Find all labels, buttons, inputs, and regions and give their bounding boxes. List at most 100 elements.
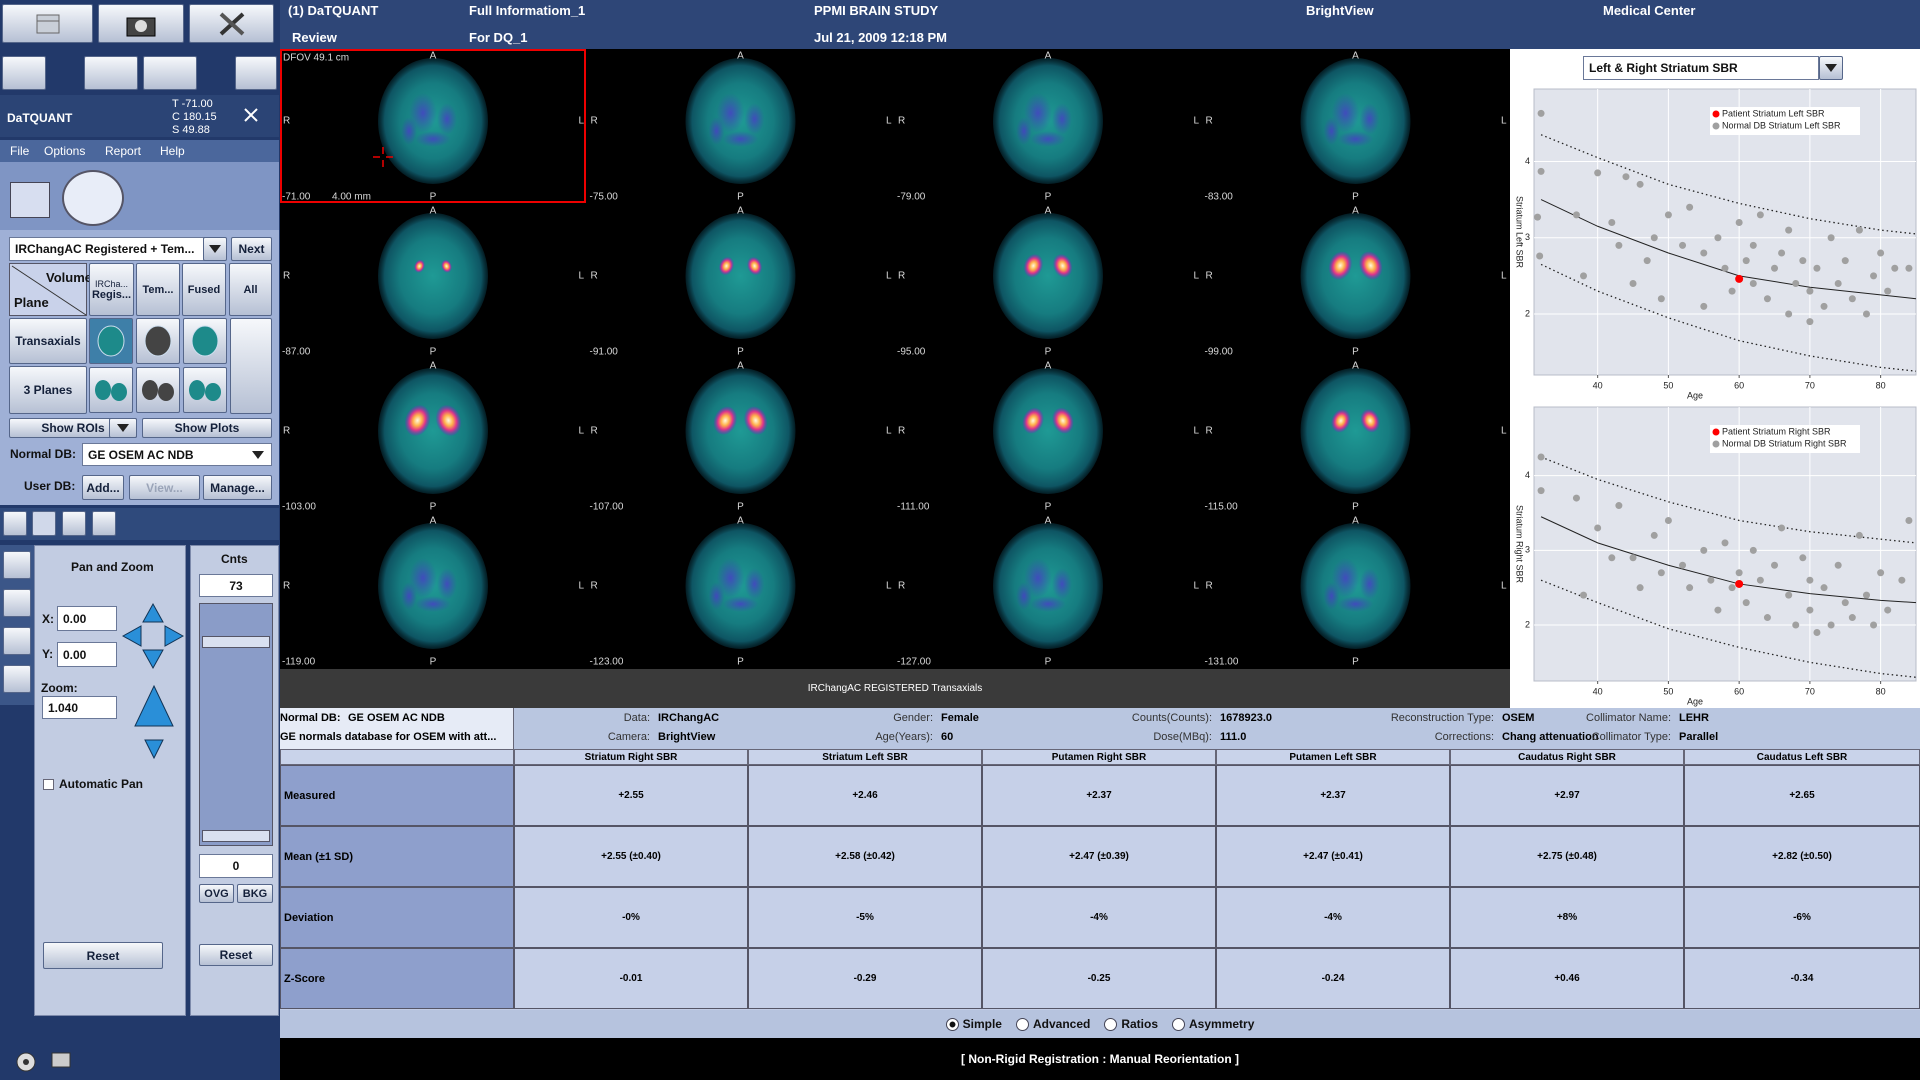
close-button[interactable] <box>244 108 258 122</box>
slice-position: -99.00 <box>1205 347 1234 358</box>
normal-point <box>1763 614 1771 622</box>
column-header[interactable]: Tem... <box>136 263 180 316</box>
toolbar-button[interactable] <box>2 4 93 43</box>
normal-db-select[interactable]: GE OSEM AC NDB <box>82 443 272 466</box>
normal-point <box>1806 287 1814 295</box>
y-field[interactable]: 0.00 <box>57 642 117 667</box>
zoom-field[interactable]: 1.040 <box>42 696 117 719</box>
layout-thumb[interactable] <box>183 318 227 364</box>
layout-thumb[interactable] <box>89 318 133 364</box>
show-plots-button[interactable]: Show Plots <box>142 418 272 438</box>
x-tick-label: 60 <box>1734 380 1744 390</box>
row-header[interactable]: Transaxials <box>9 318 87 364</box>
normal-point <box>1806 318 1814 326</box>
menu-item[interactable]: Options <box>44 144 86 158</box>
reset-button[interactable]: Reset <box>199 944 273 966</box>
normal-point <box>1891 264 1899 272</box>
normal-point <box>1636 584 1644 592</box>
orientation-label: R <box>898 116 905 127</box>
layout-thumb[interactable] <box>89 367 133 413</box>
plot-selector[interactable]: Left & Right Striatum SBR <box>1583 56 1819 80</box>
pan-arrows[interactable] <box>121 602 185 670</box>
checkbox[interactable] <box>43 779 54 790</box>
slider-thumb[interactable] <box>202 636 270 648</box>
tool-button[interactable] <box>3 511 27 536</box>
zoom-arrows[interactable] <box>133 684 175 762</box>
tool-button[interactable] <box>3 589 31 617</box>
tab[interactable] <box>10 182 50 218</box>
column-header[interactable]: IRCha... Regis... <box>89 263 134 316</box>
radio-button[interactable] <box>1015 1017 1029 1031</box>
tool-row <box>0 508 279 540</box>
layout-thumb[interactable] <box>136 367 180 413</box>
striatum-uptake <box>1359 251 1383 280</box>
layout-thumb[interactable] <box>183 367 227 413</box>
normal-point <box>1721 264 1729 272</box>
layout-thumb[interactable] <box>136 318 180 364</box>
toolbar-button[interactable] <box>84 56 138 90</box>
toolbar-button[interactable] <box>143 56 197 90</box>
radio-option[interactable]: Ratios <box>1104 1017 1158 1031</box>
radio-option[interactable]: Advanced <box>1015 1017 1090 1031</box>
tool-button[interactable] <box>32 511 56 536</box>
column-header[interactable]: All <box>229 263 272 316</box>
tool-button[interactable] <box>3 627 31 655</box>
info-value: 1678923.0 <box>1220 712 1272 724</box>
reset-button[interactable]: Reset <box>43 942 163 969</box>
menu-item[interactable]: Report <box>105 144 142 158</box>
orientation-label: R <box>1206 581 1213 592</box>
radio-button[interactable] <box>1172 1017 1186 1031</box>
dropdown-arrow[interactable] <box>252 451 264 459</box>
next-button[interactable]: Next <box>231 237 272 261</box>
dataset-select[interactable]: IRChangAC Registered + Tem... <box>9 237 207 261</box>
striatum-uptake <box>1331 409 1351 433</box>
bkg-button[interactable]: BKG <box>237 884 273 903</box>
thumb-brain <box>191 325 219 357</box>
table-cell: -0% <box>514 887 748 948</box>
cursor-coord: S 49.88 <box>172 124 210 136</box>
column-header[interactable]: Fused <box>182 263 226 316</box>
tool-button[interactable] <box>92 511 116 536</box>
radio-option[interactable]: Asymmetry <box>1172 1017 1254 1031</box>
orientation-label: L <box>886 271 892 282</box>
row-header[interactable]: 3 Planes <box>9 366 87 414</box>
manage-button[interactable]: Manage... <box>203 475 272 500</box>
radio-option[interactable]: Simple <box>945 1017 1002 1031</box>
info-label: Dose(MBq): <box>1153 731 1212 743</box>
tool-button[interactable] <box>3 665 31 693</box>
toolbar-button[interactable] <box>189 4 274 43</box>
normal-point <box>1636 180 1644 188</box>
header-bar: (1) DaTQUANT Review Full Informatiom_1 F… <box>280 0 1920 49</box>
normal-point <box>1728 287 1736 295</box>
x-field[interactable]: 0.00 <box>57 606 117 631</box>
table-cell: -4% <box>1216 887 1450 948</box>
tool-button[interactable] <box>3 551 31 579</box>
slice-position: -75.00 <box>590 192 619 203</box>
dropdown-arrow[interactable] <box>109 418 137 438</box>
min-count-field[interactable]: 0 <box>199 854 273 878</box>
tool-button[interactable] <box>62 511 86 536</box>
normal-point <box>1848 614 1856 622</box>
layout-thumb[interactable] <box>230 318 272 414</box>
table-header-cell: Caudatus Left SBR <box>1684 749 1920 765</box>
menu-item[interactable]: Help <box>160 144 185 158</box>
toolbar-button[interactable] <box>2 56 46 90</box>
radio-button[interactable] <box>945 1017 959 1031</box>
dropdown-arrow[interactable] <box>1819 56 1843 80</box>
toolbar-button[interactable] <box>235 56 277 90</box>
slider-thumb[interactable] <box>202 830 270 842</box>
view-button[interactable]: View... <box>129 475 200 500</box>
orientation-label: L <box>886 426 892 437</box>
add-button[interactable]: Add... <box>82 475 124 500</box>
max-count-field[interactable]: 73 <box>199 574 273 597</box>
window-slider[interactable] <box>199 603 273 846</box>
ovg-button[interactable]: OVG <box>199 884 234 903</box>
orientation-label: P <box>1045 192 1052 203</box>
radio-button[interactable] <box>1104 1017 1118 1031</box>
panel-title: Cnts <box>221 552 248 566</box>
toolbar-button[interactable] <box>98 4 184 43</box>
menu-item[interactable]: File <box>10 144 30 158</box>
dropdown-arrow[interactable] <box>203 237 227 261</box>
tab-active[interactable] <box>62 170 124 226</box>
